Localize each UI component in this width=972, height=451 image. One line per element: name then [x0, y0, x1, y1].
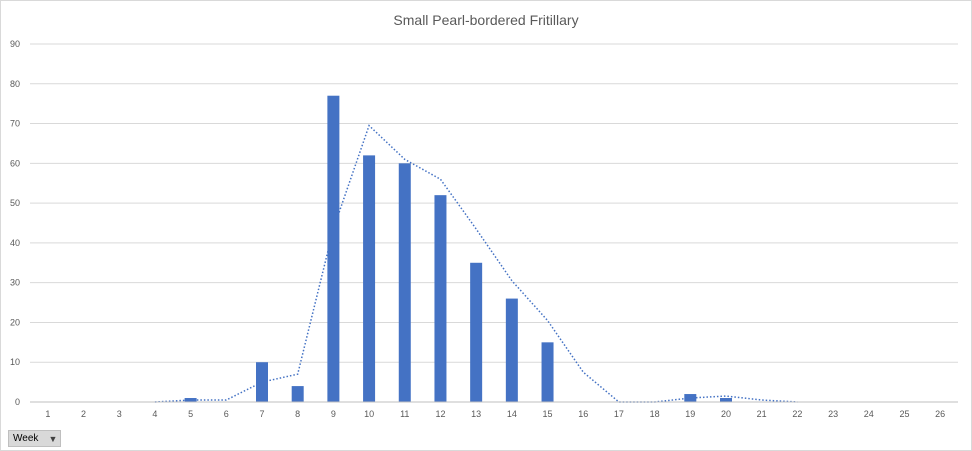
- x-tick-label: 20: [721, 409, 731, 419]
- y-tick-label: 10: [10, 357, 20, 367]
- bar-series: [184, 95, 732, 402]
- x-tick-label: 15: [543, 409, 553, 419]
- y-tick-label: 0: [15, 397, 20, 407]
- y-tick-label: 50: [10, 198, 20, 208]
- x-tick-label: 9: [331, 409, 336, 419]
- x-axis-tick-labels: 1 2 3 4 5 6 7 8 9 10 11 12 13 14 15 16 17 18 19 20 21 22 23 24 2…: [45, 409, 945, 419]
- x-tick-label: 17: [614, 409, 624, 419]
- bar: [434, 195, 447, 402]
- y-tick-label: 60: [10, 158, 20, 168]
- x-tick-label: 10: [364, 409, 374, 419]
- x-tick-label: 6: [224, 409, 229, 419]
- x-tick-label: 19: [685, 409, 695, 419]
- bar: [291, 386, 304, 402]
- bar: [363, 155, 376, 402]
- trend-line-series: [154, 124, 798, 403]
- y-tick-label: 30: [10, 278, 20, 288]
- x-tick-label: 21: [757, 409, 767, 419]
- y-tick-label: 20: [10, 317, 20, 327]
- x-tick-label: 26: [935, 409, 945, 419]
- x-tick-label: 23: [828, 409, 838, 419]
- x-tick-label: 2: [81, 409, 86, 419]
- x-tick-label: 7: [259, 409, 264, 419]
- chart-title: Small Pearl-bordered Fritillary: [393, 12, 579, 28]
- gridlines: [30, 43, 958, 363]
- x-tick-label: 18: [650, 409, 660, 419]
- x-tick-label: 4: [152, 409, 157, 419]
- filter-dropdown-icon: ▼: [48, 434, 58, 444]
- bar: [327, 95, 340, 402]
- field-button-label: Week: [13, 433, 39, 444]
- y-tick-label: 80: [10, 79, 20, 89]
- x-tick-label: 14: [507, 409, 517, 419]
- bar: [720, 398, 732, 402]
- x-tick-label: 11: [400, 409, 409, 419]
- y-tick-label: 90: [10, 39, 20, 49]
- bar: [541, 342, 554, 402]
- bar: [256, 362, 268, 402]
- y-tick-label: 40: [10, 238, 20, 248]
- x-tick-label: 16: [578, 409, 588, 419]
- bar: [398, 163, 411, 402]
- x-tick-label: 12: [435, 409, 445, 419]
- trend-line: [154, 124, 798, 403]
- x-tick-label: 8: [295, 409, 300, 419]
- bar: [505, 298, 518, 402]
- x-tick-label: 13: [471, 409, 481, 419]
- x-tick-label: 3: [117, 409, 122, 419]
- y-tick-label: 70: [10, 119, 20, 129]
- x-tick-label: 5: [188, 409, 193, 419]
- x-tick-label: 25: [899, 409, 909, 419]
- x-tick-label: 22: [792, 409, 802, 419]
- bar: [470, 262, 483, 402]
- x-tick-label: 24: [864, 409, 874, 419]
- week-field-filter-button[interactable]: Week ▼: [8, 430, 62, 447]
- y-axis-tick-labels: 0 10 20 30 40 50 60 70 80 90: [10, 39, 20, 407]
- x-tick-label: 1: [45, 409, 50, 419]
